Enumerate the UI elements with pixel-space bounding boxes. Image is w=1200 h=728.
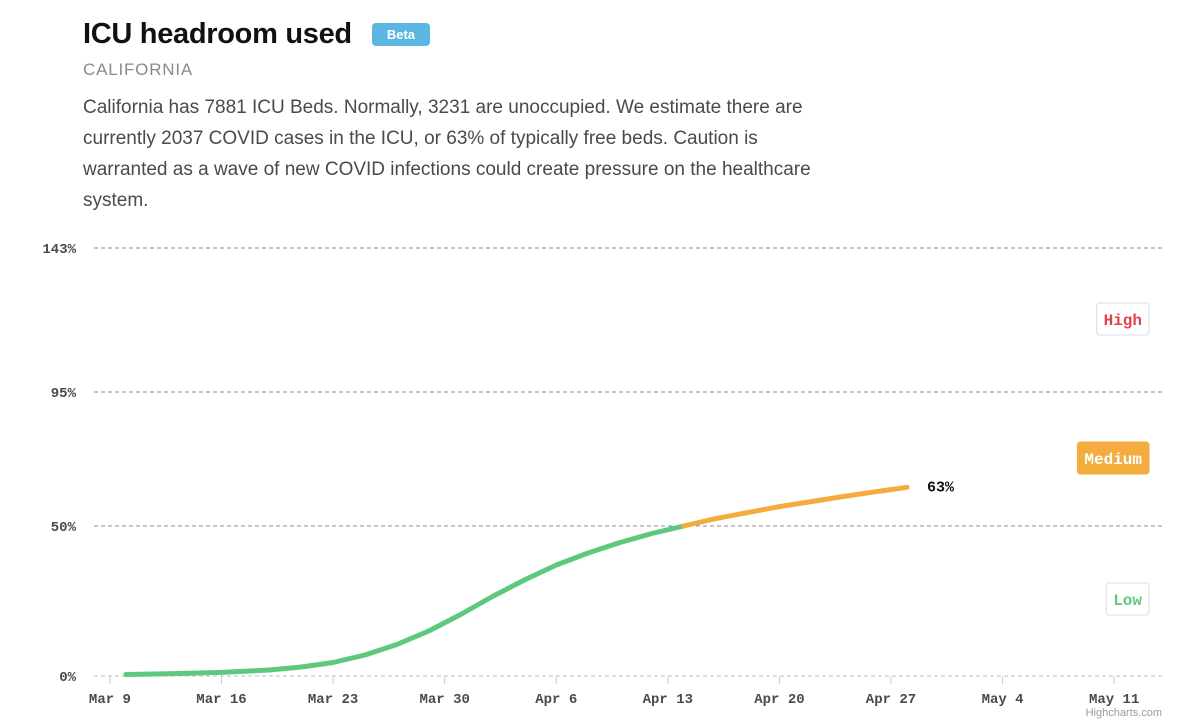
series-line-medium xyxy=(681,484,910,529)
data-point xyxy=(171,671,176,676)
x-tick-label: Mar 9 xyxy=(89,692,131,708)
data-point xyxy=(219,670,224,675)
x-tick-label: Apr 27 xyxy=(866,692,916,708)
data-point xyxy=(267,668,272,673)
data-point xyxy=(809,499,814,504)
data-point xyxy=(873,489,878,494)
region-subtitle: CALIFORNIA xyxy=(83,60,194,79)
zone-label-low: Low xyxy=(1113,592,1142,610)
end-value-label: 63% xyxy=(927,479,955,496)
x-tick-label: May 4 xyxy=(982,692,1024,708)
data-point xyxy=(745,510,750,515)
y-tick-label: 143% xyxy=(42,242,76,258)
zone-label-medium: Medium xyxy=(1084,451,1142,469)
data-point xyxy=(123,672,128,677)
chart-title: ICU headroom used xyxy=(83,18,352,50)
data-point xyxy=(713,516,718,521)
zone-badge-medium xyxy=(1076,441,1150,475)
beta-badge: Beta xyxy=(371,23,431,46)
data-point xyxy=(522,578,527,583)
data-point xyxy=(841,494,846,499)
data-point xyxy=(490,594,495,599)
highcharts-credit[interactable]: Highcharts.com xyxy=(1085,707,1162,719)
x-tick-label: May 11 xyxy=(1089,692,1139,708)
data-point xyxy=(331,660,336,665)
data-point xyxy=(777,504,782,509)
data-point xyxy=(394,642,399,647)
y-tick-label: 50% xyxy=(51,520,77,536)
data-point xyxy=(681,524,686,529)
y-tick-label: 0% xyxy=(59,670,76,686)
title-row: ICU headroom used Beta xyxy=(83,18,843,51)
data-point xyxy=(586,551,591,556)
x-tick-label: Apr 20 xyxy=(754,692,804,708)
zone-badge-high xyxy=(1096,302,1150,336)
data-point xyxy=(554,563,559,568)
series-line-low xyxy=(123,523,687,677)
zone-label-high: High xyxy=(1104,312,1142,330)
data-point xyxy=(649,531,654,536)
zone-badge-low xyxy=(1105,582,1150,616)
data-point xyxy=(426,629,431,634)
x-tick-label: Mar 30 xyxy=(419,692,469,708)
data-point xyxy=(618,540,623,545)
data-point xyxy=(904,485,909,490)
data-point xyxy=(362,653,367,658)
description-text: California has 7881 ICU Beds. Normally, … xyxy=(83,97,811,211)
chart-header: ICU headroom used Beta CALIFORNIA Califo… xyxy=(83,18,843,216)
x-tick-label: Mar 16 xyxy=(196,692,246,708)
data-point xyxy=(299,665,304,670)
x-tick-label: Apr 6 xyxy=(535,692,577,708)
data-point xyxy=(458,612,463,617)
x-tick-label: Apr 13 xyxy=(643,692,693,708)
y-tick-label: 95% xyxy=(51,386,77,402)
x-tick-label: Mar 23 xyxy=(308,692,358,708)
